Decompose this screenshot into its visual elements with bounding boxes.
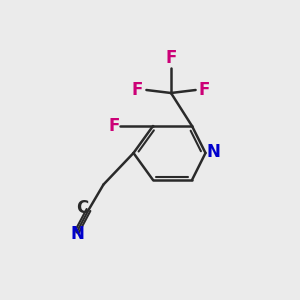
Text: C: C bbox=[76, 199, 88, 217]
Text: F: F bbox=[199, 81, 210, 99]
Text: F: F bbox=[108, 117, 120, 135]
Text: N: N bbox=[206, 143, 220, 161]
Text: N: N bbox=[70, 225, 84, 243]
Text: F: F bbox=[165, 50, 177, 68]
Text: F: F bbox=[132, 81, 143, 99]
